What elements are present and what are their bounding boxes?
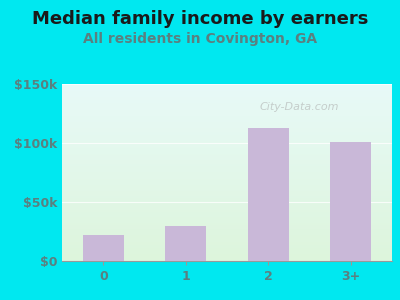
Text: Median family income by earners: Median family income by earners	[32, 11, 368, 28]
Bar	[83, 235, 124, 261]
Text: City-Data.com: City-Data.com	[260, 102, 340, 112]
Bar	[248, 128, 289, 261]
Text: All residents in Covington, GA: All residents in Covington, GA	[83, 32, 317, 46]
Bar	[165, 226, 206, 261]
Bar	[330, 142, 371, 261]
